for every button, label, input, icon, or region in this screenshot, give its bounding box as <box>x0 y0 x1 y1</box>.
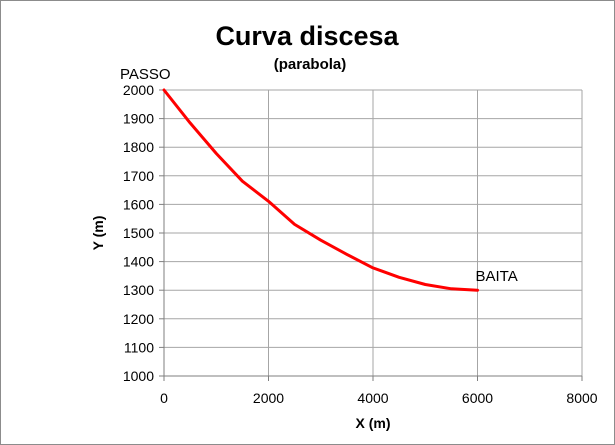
x-tick-labels: 0 2000 4000 6000 8000 <box>160 390 598 406</box>
y-tick-label: 1400 <box>123 254 154 270</box>
x-tick-label: 2000 <box>253 390 284 406</box>
y-tick-label: 1100 <box>124 339 154 355</box>
x-tick-label: 0 <box>160 390 168 406</box>
y-tick-label: 1900 <box>123 111 154 127</box>
series-group <box>162 88 479 292</box>
y-tick-label: 2000 <box>123 82 154 98</box>
y-tick-label: 1000 <box>123 368 154 384</box>
y-tick-label: 1500 <box>123 225 154 241</box>
annotations: PASSO BAITA <box>120 66 518 285</box>
y-tick-label: 1800 <box>123 139 154 155</box>
y-axis-title: Y (m) <box>90 216 106 251</box>
x-tick-label: 6000 <box>462 390 493 406</box>
chart-title: Curva discesa <box>215 21 399 51</box>
annotation-label: PASSO <box>120 66 171 83</box>
x-tick-label: 4000 <box>357 390 388 406</box>
chart-subtitle: (parabola) <box>274 56 347 73</box>
y-tick-label: 1300 <box>123 282 154 298</box>
series-line <box>162 88 479 292</box>
y-tick-labels: 1000 1100 1200 1300 1400 1500 1600 1700 1800 1900… <box>123 82 154 384</box>
y-tick-label: 1200 <box>123 311 154 327</box>
y-tick-label: 1700 <box>123 168 154 184</box>
y-tick-label: 1600 <box>123 196 154 212</box>
x-tick-label: 8000 <box>566 390 597 406</box>
x-axis-title: X (m) <box>356 415 391 431</box>
annotation-label: BAITA <box>476 268 518 285</box>
grid-lines <box>159 89 583 381</box>
